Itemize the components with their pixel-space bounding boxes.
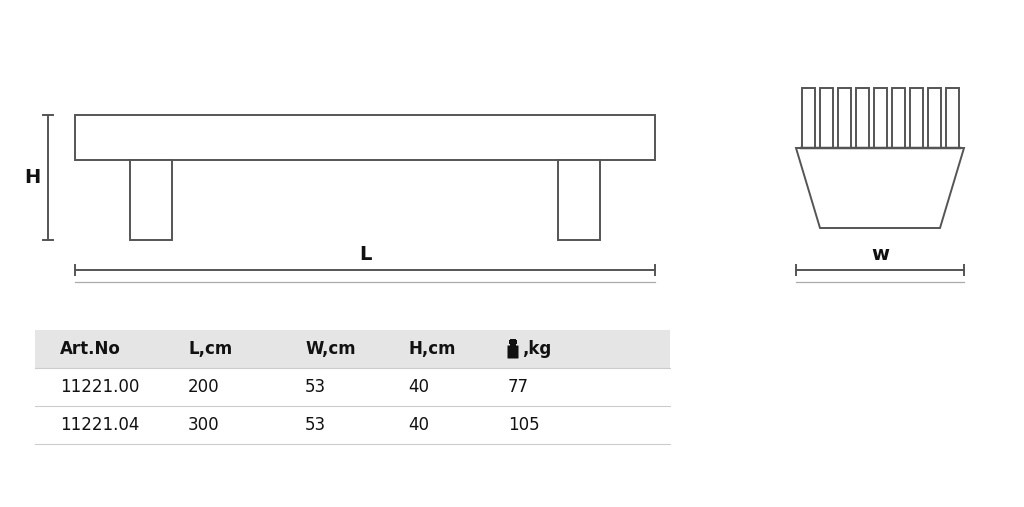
Text: 53: 53 [305,416,326,434]
Text: W,cm: W,cm [305,340,355,358]
Bar [75,115,655,160]
Text: w: w [871,244,889,264]
Bar [892,88,904,148]
Bar [855,88,868,148]
Text: L,cm: L,cm [188,340,232,358]
Text: 40: 40 [408,416,429,434]
Text: 40: 40 [408,378,429,396]
Bar [510,339,516,347]
Bar [130,160,172,240]
Bar [909,88,923,148]
Bar [802,88,814,148]
Text: H,cm: H,cm [408,340,456,358]
Text: L: L [358,244,371,264]
Bar [838,88,851,148]
Text: 300: 300 [188,416,219,434]
Text: 105: 105 [508,416,540,434]
Bar [928,88,940,148]
Text: 200: 200 [188,378,219,396]
Text: 77: 77 [508,378,529,396]
Bar [873,88,887,148]
Bar [509,340,517,344]
FancyBboxPatch shape [508,345,518,358]
Text: ,kg: ,kg [522,340,551,358]
Polygon shape [796,148,964,228]
Text: Art.No: Art.No [60,340,121,358]
Bar [558,160,600,240]
Bar [35,330,670,368]
Text: 53: 53 [305,378,326,396]
Bar [819,88,833,148]
Bar [945,88,958,148]
Text: 11221.00: 11221.00 [60,378,139,396]
Text: 11221.04: 11221.04 [60,416,139,434]
Text: H: H [24,168,40,187]
